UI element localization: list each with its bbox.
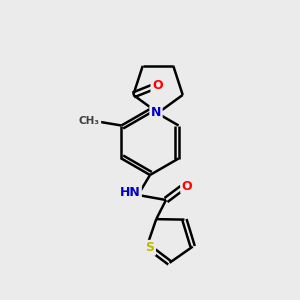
Text: HN: HN	[120, 187, 140, 200]
Text: O: O	[182, 179, 192, 193]
Text: O: O	[152, 80, 163, 92]
Text: N: N	[151, 106, 161, 119]
Text: S: S	[146, 241, 154, 254]
Text: CH₃: CH₃	[79, 116, 100, 125]
